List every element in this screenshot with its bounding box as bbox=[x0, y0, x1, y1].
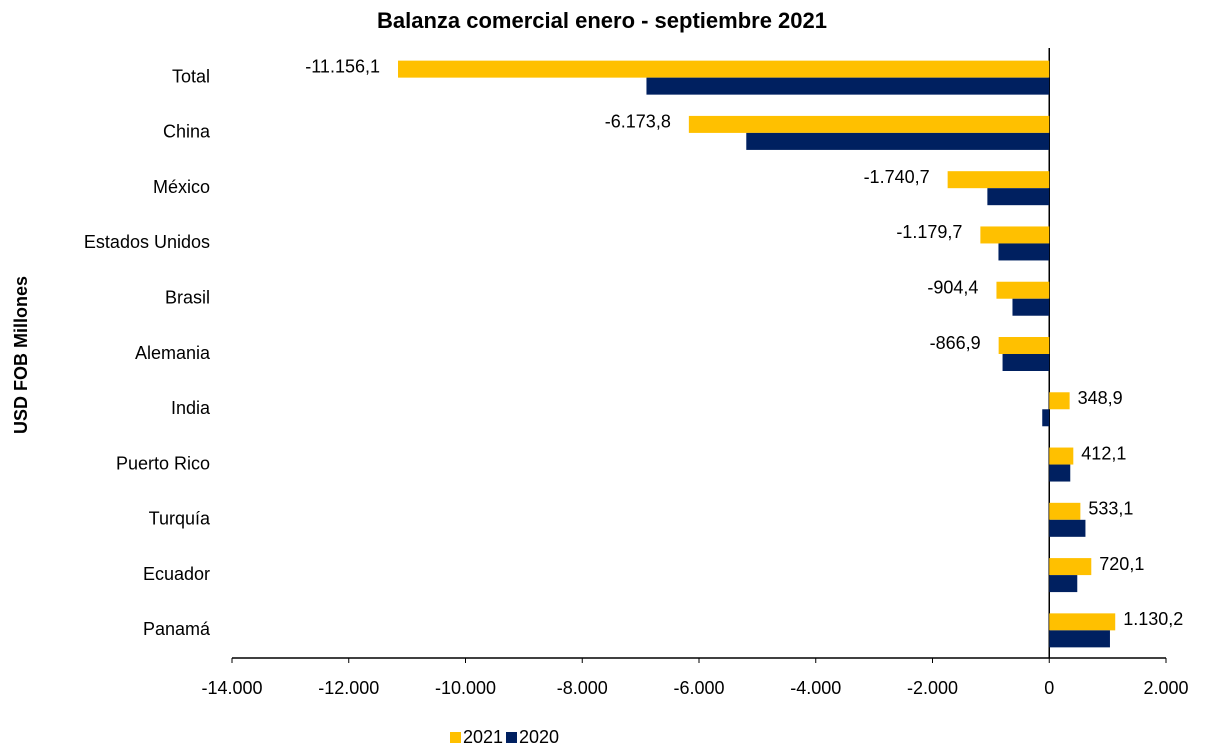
bar bbox=[1049, 613, 1116, 631]
data-label: -1.740,7 bbox=[864, 167, 930, 187]
data-label: 412,1 bbox=[1081, 443, 1126, 463]
legend-label: 2021 bbox=[463, 727, 503, 747]
bar bbox=[1049, 575, 1078, 593]
x-tick-label: -4.000 bbox=[790, 678, 841, 698]
legend-label: 2020 bbox=[519, 727, 559, 747]
y-tick-label: Total bbox=[172, 66, 210, 86]
bar bbox=[1049, 447, 1074, 465]
y-axis-title: USD FOB Millones bbox=[11, 276, 31, 434]
y-tick-label: China bbox=[163, 122, 211, 142]
bar bbox=[688, 115, 1050, 133]
bar bbox=[1049, 558, 1092, 576]
data-label: -11.156,1 bbox=[305, 56, 380, 76]
x-tick-label: -12.000 bbox=[318, 678, 379, 698]
bar bbox=[1042, 409, 1050, 427]
data-label: -6.173,8 bbox=[605, 112, 671, 132]
x-tick-label: -6.000 bbox=[673, 678, 724, 698]
x-tick-label: 0 bbox=[1044, 678, 1054, 698]
y-tick-label: Turquía bbox=[149, 509, 211, 529]
bar bbox=[998, 243, 1050, 261]
data-label: 1.130,2 bbox=[1123, 609, 1183, 629]
data-label: 720,1 bbox=[1099, 554, 1144, 574]
y-tick-label: Alemania bbox=[135, 343, 211, 363]
y-tick-label: Panamá bbox=[143, 619, 211, 639]
data-label: 533,1 bbox=[1088, 499, 1133, 519]
data-label: 348,9 bbox=[1078, 388, 1123, 408]
bar bbox=[947, 171, 1050, 189]
bar bbox=[998, 337, 1050, 354]
data-label: -904,4 bbox=[927, 277, 978, 297]
bar bbox=[980, 226, 1050, 244]
legend-swatch bbox=[450, 732, 461, 743]
bar bbox=[1049, 502, 1081, 520]
bar bbox=[646, 77, 1050, 95]
x-tick-label: -10.000 bbox=[435, 678, 496, 698]
bar bbox=[1049, 464, 1071, 482]
x-tick-label: 2.000 bbox=[1143, 678, 1188, 698]
y-tick-label: Puerto Rico bbox=[116, 453, 210, 473]
bar bbox=[987, 188, 1050, 206]
bar bbox=[1012, 298, 1050, 316]
legend-swatch bbox=[506, 732, 517, 743]
data-label: -1.179,7 bbox=[896, 222, 962, 242]
x-tick-label: -2.000 bbox=[907, 678, 958, 698]
bar bbox=[398, 60, 1050, 78]
bar bbox=[1002, 354, 1050, 371]
chart-title: Balanza comercial enero - septiembre 202… bbox=[377, 8, 827, 33]
bar bbox=[746, 132, 1050, 150]
bar bbox=[1049, 630, 1110, 648]
data-label: -866,9 bbox=[930, 333, 981, 353]
y-tick-label: Brasil bbox=[165, 287, 210, 307]
x-tick-label: -8.000 bbox=[557, 678, 608, 698]
bar bbox=[996, 281, 1050, 299]
x-tick-label: -14.000 bbox=[201, 678, 262, 698]
y-tick-label: India bbox=[171, 398, 211, 418]
y-tick-label: Ecuador bbox=[143, 564, 210, 584]
bar bbox=[1049, 392, 1070, 410]
y-tick-label: Estados Unidos bbox=[84, 232, 210, 252]
y-tick-label: México bbox=[153, 177, 210, 197]
bar bbox=[1049, 519, 1086, 537]
